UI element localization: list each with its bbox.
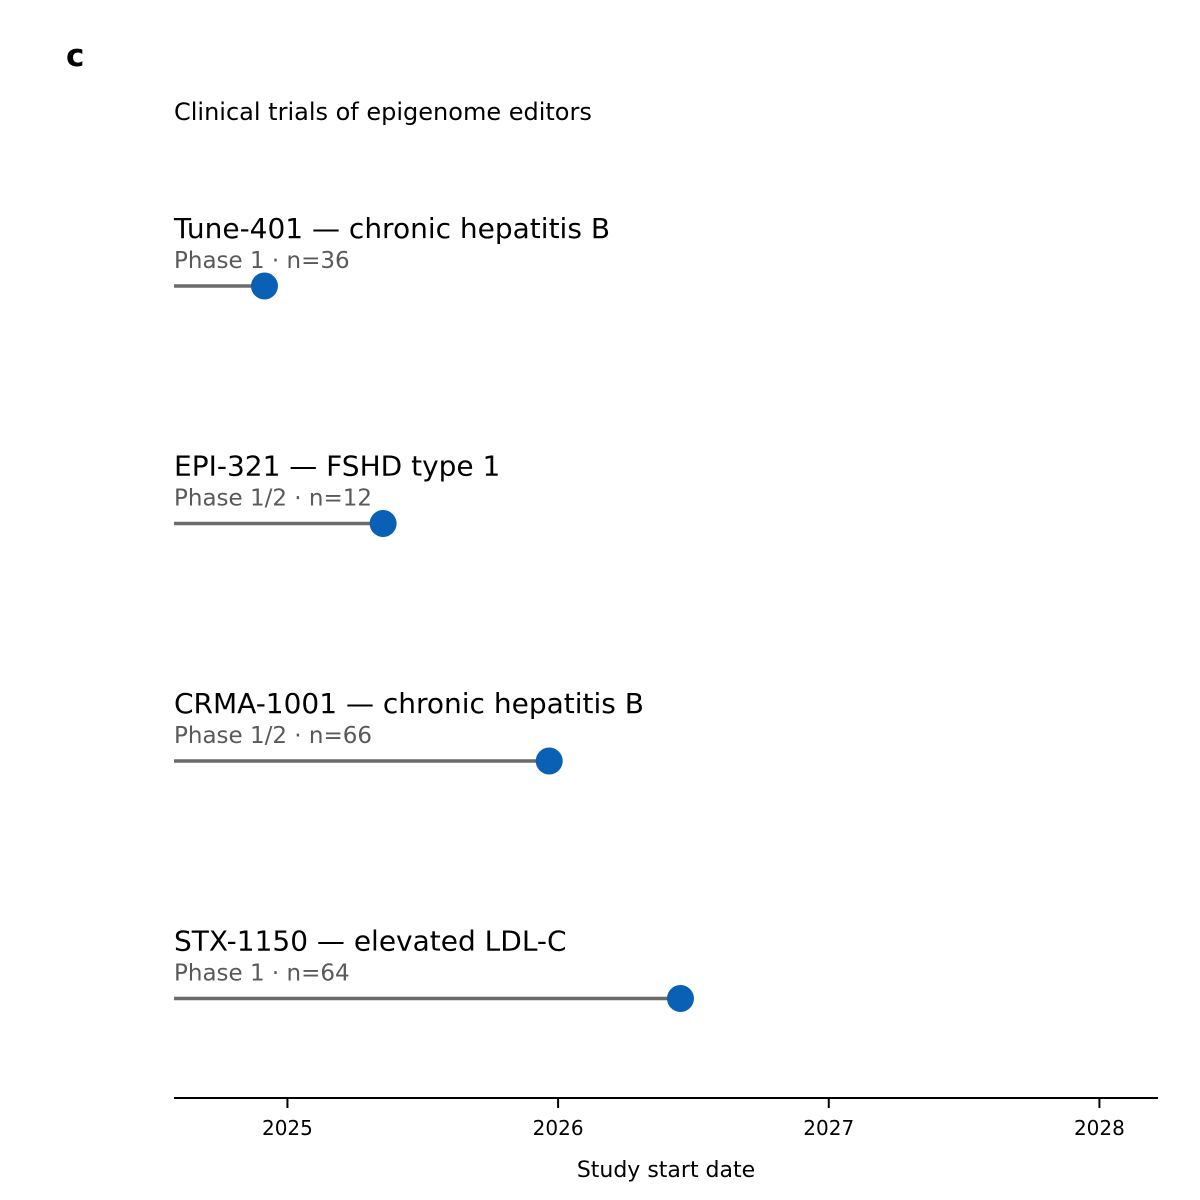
trial-label: Tune-401 — chronic hepatitis B	[173, 212, 610, 245]
trial-start-marker	[535, 747, 563, 775]
x-tick-label: 2028	[1074, 1116, 1125, 1140]
trial-row: Tune-401 — chronic hepatitis B Phase 1 · …	[173, 212, 610, 300]
trial-row: STX-1150 — elevated LDL-C Phase 1 · n=64	[174, 925, 694, 1012]
trial-subtitle: Phase 1 · n=36	[174, 248, 350, 274]
trials-layer: Tune-401 — chronic hepatitis B Phase 1 · …	[173, 212, 694, 1012]
chart-title: Clinical trials of epigenome editors	[174, 98, 592, 126]
trial-start-marker	[666, 985, 694, 1012]
trial-start-marker	[250, 272, 278, 300]
trial-subtitle: Phase 1/2 · n=12	[174, 486, 372, 512]
trial-subtitle: Phase 1/2 · n=66	[174, 723, 372, 749]
trial-label: CRMA-1001 — chronic hepatitis B	[174, 687, 644, 720]
x-axis-ticks: 2025 2026 2027 2028	[262, 1098, 1125, 1140]
x-tick-label: 2027	[803, 1116, 854, 1140]
trial-label: STX-1150 — elevated LDL-C	[174, 925, 567, 958]
trial-subtitle: Phase 1 · n=64	[174, 961, 350, 987]
panel-label: c	[66, 38, 84, 74]
trial-row: CRMA-1001 — chronic hepatitis B Phase 1/2…	[174, 687, 644, 775]
x-tick-label: 2026	[533, 1116, 584, 1140]
trial-label: EPI-321 — FSHD type 1	[174, 450, 500, 483]
x-tick-label: 2025	[262, 1116, 313, 1140]
x-axis-label: Study start date	[577, 1158, 755, 1183]
trial-start-marker	[369, 510, 397, 537]
x-axis: 2025 2026 2027 2028 Study start date	[174, 1097, 1158, 1183]
trial-row: EPI-321 — FSHD type 1 Phase 1/2 · n=12	[174, 450, 500, 537]
